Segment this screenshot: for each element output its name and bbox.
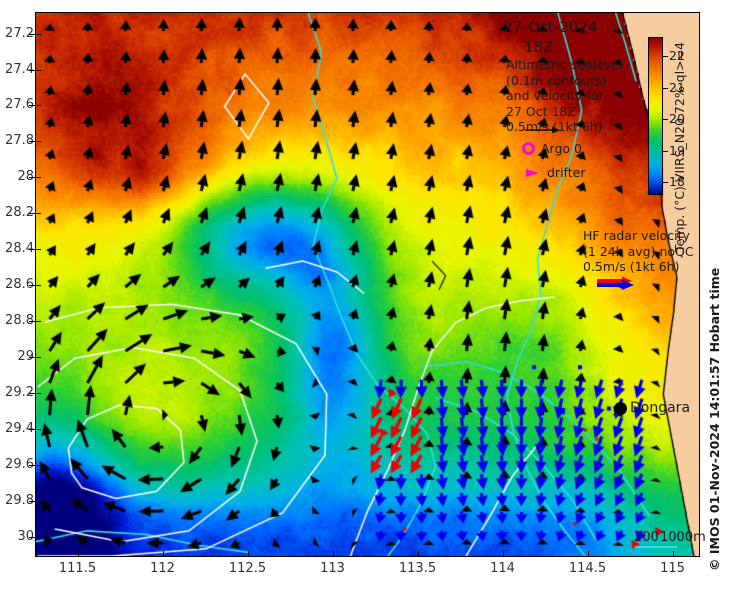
title-date: 27-Oct-2024 — [503, 18, 598, 36]
x-tick-label: 115 — [660, 561, 685, 576]
y-tick-label: 27.4 — [5, 61, 34, 77]
x-tick-label: 112.5 — [228, 561, 267, 576]
x-tick-mark — [502, 551, 504, 557]
place-marker-dongara: Dongara — [614, 400, 690, 416]
x-tick-label: 114 — [490, 561, 515, 576]
colorbar-title: Temp. (°C) VIIRS_N20 72% ql>=4 — [672, 42, 687, 253]
x-tick-mark — [77, 551, 79, 557]
y-tick-mark — [35, 213, 41, 215]
hf-radar-scale-arrow-icon — [597, 276, 634, 290]
y-tick-mark-outer — [29, 141, 35, 143]
colorbar-tick-label: 22 — [669, 47, 685, 63]
depth-label-deep: 1000m — [660, 530, 706, 545]
y-tick-label: 30 — [17, 529, 34, 545]
y-tick-mark-outer — [29, 537, 35, 539]
y-tick-mark — [35, 501, 41, 503]
drifter-triangle-icon — [526, 168, 539, 177]
y-tick-mark-outer — [29, 285, 35, 287]
x-tick-mark — [417, 551, 419, 557]
y-tick-mark-outer — [29, 393, 35, 395]
x-tick-label: 113.5 — [398, 561, 437, 576]
y-tick-label: 29 — [17, 349, 34, 365]
x-tick-mark — [587, 551, 589, 557]
y-tick-mark — [35, 285, 41, 287]
y-tick-label: 27.6 — [5, 97, 34, 113]
colorbar-tick-mark — [663, 55, 668, 57]
sst-heatmap-canvas — [36, 13, 699, 556]
colorbar-tick-label: 21 — [669, 79, 685, 95]
y-tick-label: 28.4 — [5, 241, 34, 257]
y-tick-mark — [35, 69, 41, 71]
y-tick-mark-outer — [29, 69, 35, 71]
temperature-colorbar — [648, 37, 663, 195]
x-tick-mark — [672, 551, 674, 557]
y-tick-label: 27.2 — [5, 25, 34, 41]
colorbar-tick-label: 19 — [669, 142, 685, 158]
depth-scale-line — [635, 546, 677, 548]
x-tick-mark — [162, 551, 164, 557]
colorbar-tick-mark — [663, 150, 668, 152]
y-tick-label: 27.8 — [5, 133, 34, 149]
colorbar-tick-mark — [663, 87, 668, 89]
y-tick-mark-outer — [29, 177, 35, 179]
title-time: 18Z — [524, 38, 554, 56]
depth-label-shallow: 200 — [634, 530, 659, 545]
y-tick-label: 28.8 — [5, 313, 34, 329]
copyright-credit: © IMOS 01-Nov-2024 14:01:57 Hobart time — [707, 267, 722, 571]
x-tick-mark — [247, 551, 249, 557]
y-tick-mark — [35, 177, 41, 179]
y-tick-mark-outer — [29, 465, 35, 467]
y-tick-mark-outer — [29, 357, 35, 359]
x-tick-label: 114.5 — [568, 561, 607, 576]
x-tick-label: 113 — [320, 561, 345, 576]
y-tick-mark — [35, 465, 41, 467]
y-tick-mark-outer — [29, 429, 35, 431]
legend-drifter: drifter — [526, 165, 585, 180]
y-tick-mark-outer — [29, 105, 35, 107]
velocity-scale-arrow-icon — [525, 126, 560, 134]
y-tick-mark — [35, 537, 41, 539]
colorbar-tick-mark — [663, 182, 668, 184]
y-tick-mark-outer — [29, 249, 35, 251]
y-tick-mark — [35, 105, 41, 107]
legend-argo-label: Argo 0 — [541, 141, 582, 156]
y-tick-mark-outer — [29, 213, 35, 215]
x-tick-label: 111.5 — [58, 561, 97, 576]
argo-circle-icon — [522, 142, 535, 155]
y-tick-label: 28.6 — [5, 277, 34, 293]
y-tick-mark — [35, 33, 41, 35]
city-dot-icon — [614, 401, 627, 415]
colorbar-tick-mark — [663, 119, 668, 121]
y-tick-label: 29.2 — [5, 385, 34, 401]
y-tick-label: 28.2 — [5, 205, 34, 221]
y-tick-mark — [35, 357, 41, 359]
y-tick-mark — [35, 141, 41, 143]
y-tick-mark-outer — [29, 33, 35, 35]
hf-radar-legend-text: HF radar velocity (1 24h avg) noQC 0.5m/… — [583, 228, 694, 275]
y-tick-mark — [35, 393, 41, 395]
y-tick-label: 29.8 — [5, 493, 34, 509]
y-tick-mark — [35, 321, 41, 323]
x-tick-mark — [332, 551, 334, 557]
place-label-dongara: Dongara — [630, 400, 691, 416]
colorbar-tick-label: 20 — [669, 111, 685, 127]
legend-argo: Argo 0 — [522, 141, 582, 156]
y-tick-label: 29.6 — [5, 457, 34, 473]
colorbar-tick-label: 18 — [669, 174, 685, 190]
x-tick-label: 112 — [150, 561, 175, 576]
description-text: Altimetric sealevel (0.1m contours) and … — [506, 57, 623, 135]
y-tick-label: 29.4 — [5, 421, 34, 437]
map-plot-area[interactable] — [35, 12, 700, 557]
y-tick-mark — [35, 249, 41, 251]
legend-drifter-label: drifter — [547, 165, 586, 180]
y-tick-mark — [35, 429, 41, 431]
y-tick-mark-outer — [29, 321, 35, 323]
y-tick-mark-outer — [29, 501, 35, 503]
y-tick-label: 28 — [17, 169, 34, 185]
